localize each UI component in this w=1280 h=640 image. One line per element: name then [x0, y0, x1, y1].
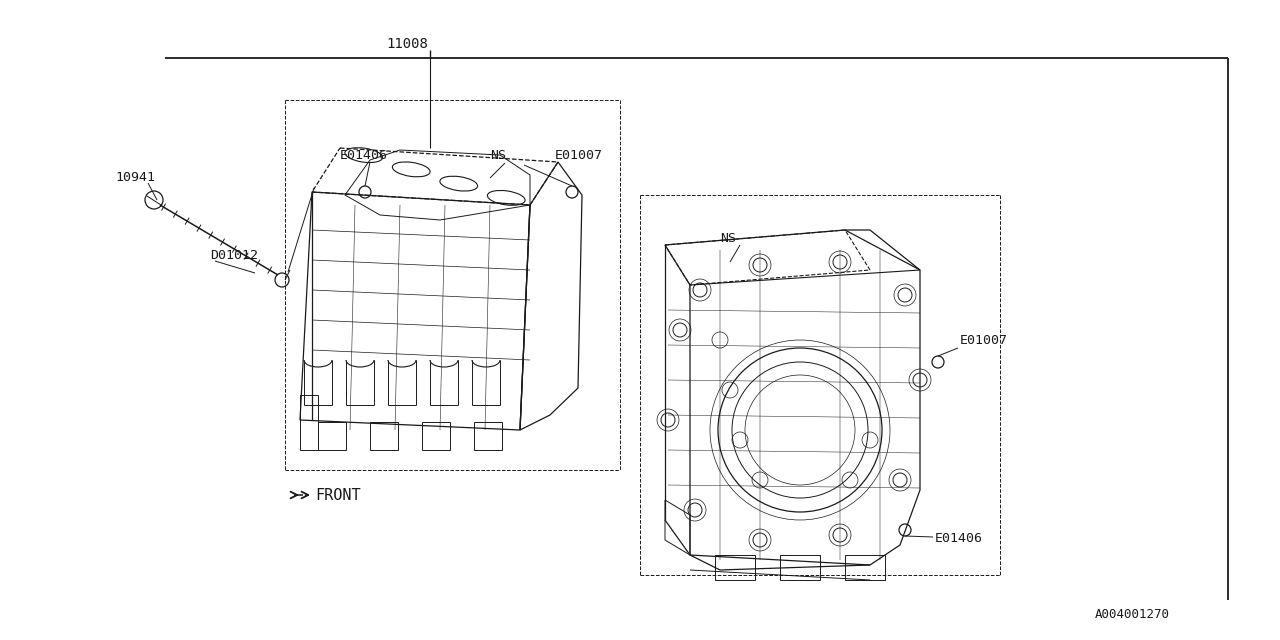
Text: 10941: 10941 [115, 170, 155, 184]
Text: FRONT: FRONT [315, 488, 361, 502]
Text: NS: NS [490, 148, 506, 161]
Text: E01007: E01007 [960, 333, 1009, 346]
Text: 11008: 11008 [387, 37, 428, 51]
Text: A004001270: A004001270 [1094, 609, 1170, 621]
Text: D01012: D01012 [210, 248, 259, 262]
Text: E01007: E01007 [556, 148, 603, 161]
Text: NS: NS [721, 232, 736, 244]
Text: E01406: E01406 [340, 148, 388, 161]
Text: E01406: E01406 [934, 531, 983, 545]
